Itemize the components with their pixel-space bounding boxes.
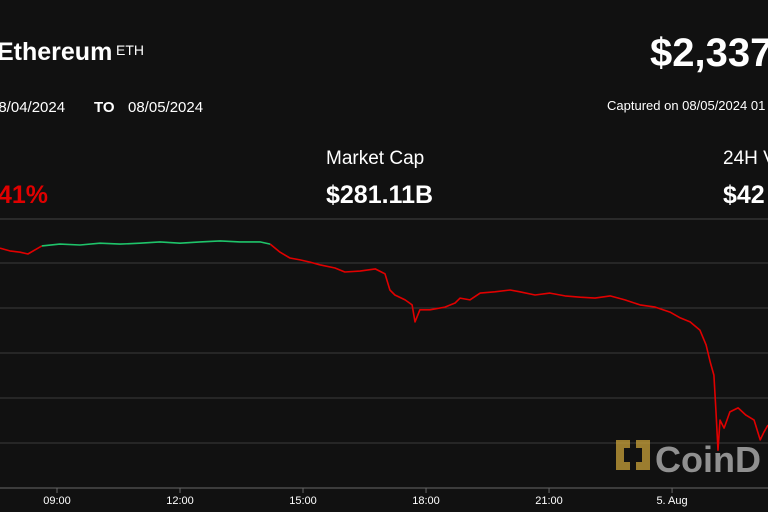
price: $2,337 (650, 31, 768, 75)
stat-value: $42 (723, 181, 765, 209)
date-to: 08/05/2024 (128, 99, 203, 116)
x-tick-label: 12:00 (166, 495, 194, 507)
x-tick-label: 15:00 (289, 495, 317, 507)
symbol: ETH (116, 42, 144, 58)
date-from: 08/04/2024 (0, 99, 65, 116)
x-tick-label: 18:00 (412, 495, 440, 507)
watermark: CoinD (616, 439, 761, 480)
x-tick-label: 09:00 (43, 495, 71, 507)
stat-label: 24H V (723, 148, 768, 169)
title: Ethereum (0, 38, 112, 66)
x-tick-label: 21:00 (535, 495, 563, 507)
plot: 09:00 12:00 15:00 18:00 21:00 5. Aug (0, 240, 768, 507)
stat-value: $281.11B (326, 181, 433, 209)
price-line (41, 240, 271, 247)
date-to-label: TO (94, 99, 115, 116)
x-tick-label: 5. Aug (656, 495, 687, 507)
logo-text: CoinD (655, 439, 761, 480)
logo-icon (616, 440, 650, 470)
price-line (0, 243, 768, 451)
stat-label: Market Cap (326, 148, 424, 169)
captured: Captured on 08/05/2024 01 (607, 98, 765, 113)
change: 41% (0, 181, 48, 209)
